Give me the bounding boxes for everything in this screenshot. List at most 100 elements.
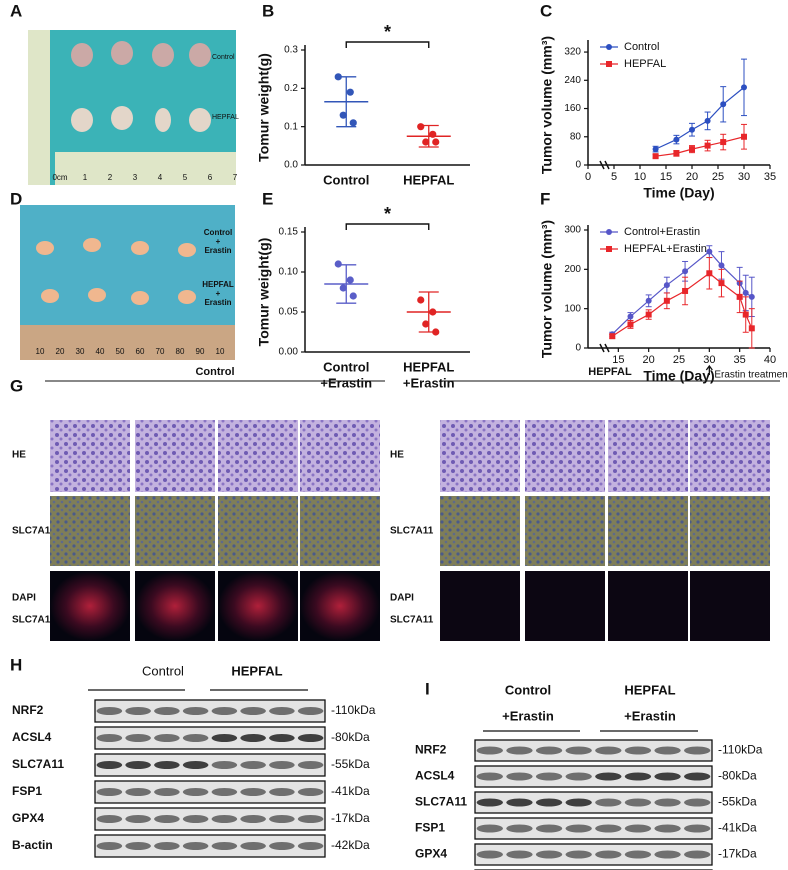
if-image (50, 571, 130, 641)
protein-label: ACSL4 (12, 730, 52, 744)
band (297, 842, 324, 850)
size-label: -110kDa (331, 703, 376, 717)
tumor (189, 43, 211, 67)
band (476, 772, 503, 781)
treatment-label: +Erastin (502, 708, 554, 723)
y-tick-label: 160 (564, 103, 581, 114)
band (476, 824, 503, 833)
legend-marker (606, 44, 612, 50)
y-tick-label: 0.0 (284, 160, 298, 171)
point (432, 138, 440, 146)
marker (720, 101, 727, 108)
legend-marker (606, 229, 612, 235)
point (422, 138, 430, 146)
size-label: -17kDa (718, 847, 757, 861)
x-tick-label: 20 (643, 354, 655, 366)
band (476, 850, 503, 859)
band (535, 772, 563, 781)
band (96, 842, 123, 850)
point (432, 328, 440, 336)
y-tick-label: 200 (564, 264, 581, 275)
band (595, 850, 622, 859)
y-tick-label: 0.10 (279, 267, 299, 278)
band (125, 707, 151, 715)
x-axis-label: Time (Day) (643, 368, 714, 384)
point (334, 260, 342, 268)
ihc-image (690, 496, 770, 566)
band (297, 788, 324, 796)
x-tick-label: 25 (673, 354, 685, 366)
band (654, 798, 681, 807)
ruler-label: 30 (76, 347, 85, 356)
band (684, 798, 711, 807)
tumor (131, 291, 149, 305)
band (297, 815, 324, 823)
row-label: SLC7A11 (390, 526, 434, 537)
band (269, 734, 295, 742)
marker (609, 333, 616, 340)
ihc-image (218, 496, 298, 566)
band (240, 815, 266, 823)
x-tick-label: 35 (734, 354, 746, 366)
panel-letter: G (10, 376, 23, 395)
band (654, 772, 681, 781)
band (211, 707, 238, 715)
marker (645, 297, 652, 304)
stain-label: SLC7A11 (390, 615, 434, 626)
ruler-label: 10 (36, 347, 45, 356)
size-label: -55kDa (331, 757, 370, 771)
protein-label: ACSL4 (415, 769, 455, 783)
band (211, 761, 238, 769)
y-tick-label: 0 (575, 160, 581, 171)
he-image (300, 420, 380, 492)
point (339, 284, 347, 292)
ruler-label: 10 (216, 347, 225, 356)
band (565, 746, 592, 755)
size-label: -41kDa (718, 821, 757, 835)
band (476, 746, 503, 755)
blot-strip (94, 753, 326, 777)
if-image (218, 571, 298, 641)
protein-label: SLC7A11 (12, 757, 64, 771)
ihc-image (440, 496, 520, 566)
size-label: -80kDa (718, 769, 757, 783)
ruler-label: 80 (176, 347, 185, 356)
band (125, 734, 151, 742)
he-image (218, 420, 298, 492)
size-label: -55kDa (718, 795, 757, 809)
marker (645, 311, 652, 318)
panel-letter: D (10, 189, 22, 208)
band (565, 772, 592, 781)
significance-bracket (345, 41, 430, 48)
band (624, 824, 652, 833)
band (269, 842, 295, 850)
marker (720, 139, 727, 146)
band (125, 761, 151, 769)
x-tick-label: 15 (660, 171, 672, 183)
protein-label: SLC7A11 (415, 795, 467, 809)
ruler-label: 6 (208, 173, 213, 182)
group-title: Control (142, 663, 184, 678)
band (240, 761, 266, 769)
x-tick-label: Control (323, 359, 369, 374)
legend-label: Control+Erastin (624, 226, 700, 238)
blot-strip (94, 699, 326, 723)
ruler-label: 1 (83, 173, 88, 182)
band (211, 815, 238, 823)
photo-label: Control (212, 54, 235, 61)
group-title: HEPFAL (588, 366, 632, 378)
size-label: -41kDa (331, 784, 370, 798)
band (96, 707, 123, 715)
axis-break (604, 343, 610, 353)
band (240, 788, 266, 796)
y-axis-label: Tumor volume (mm³) (539, 36, 555, 174)
if-image (690, 571, 770, 641)
marker (748, 293, 755, 300)
band (624, 850, 652, 859)
band (211, 734, 238, 742)
band (297, 761, 324, 769)
group-title: Control (505, 682, 551, 697)
marker (748, 325, 755, 332)
y-tick-label: 0 (575, 343, 581, 354)
